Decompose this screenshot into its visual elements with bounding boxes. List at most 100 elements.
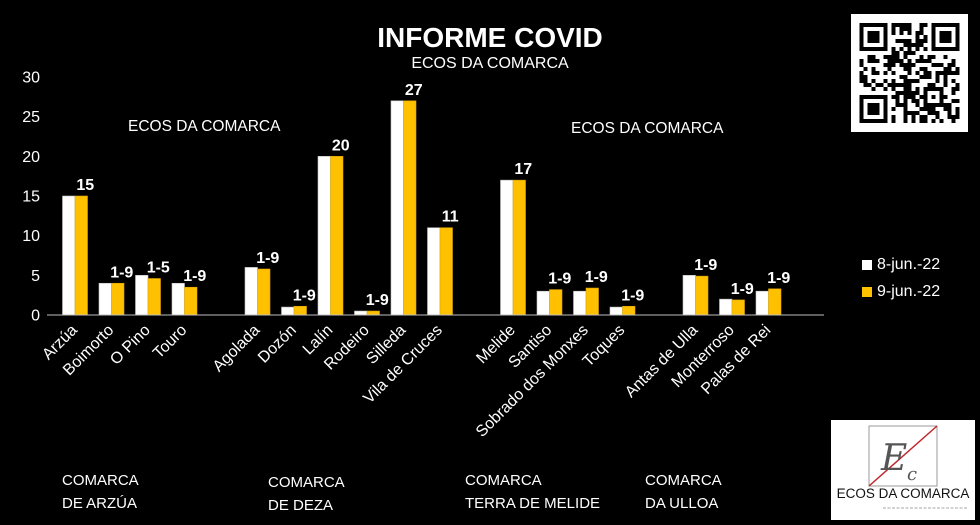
y-tick-label: 10 bbox=[22, 228, 40, 245]
category-label: O Pino bbox=[107, 322, 154, 369]
bars bbox=[62, 100, 782, 316]
group-label-line-1: COMARCA bbox=[268, 474, 345, 491]
bar-series-2 bbox=[293, 305, 307, 316]
data-label: 1-9 bbox=[767, 270, 790, 287]
data-label: 20 bbox=[332, 137, 350, 154]
bar-series-2 bbox=[257, 268, 271, 316]
data-labels: 15 1-9 1-5 1-9 1-9 1-9 20 1-9 27 11 17 1-9 1-9 1-9 1-9… bbox=[76, 82, 790, 309]
data-label: 11 bbox=[442, 209, 459, 226]
bar-series-2 bbox=[695, 275, 709, 316]
qr-code-icon bbox=[851, 14, 968, 132]
category-label: Agolada bbox=[210, 322, 264, 376]
group-label-terra-de-melide: COMARCA TERRA DE MELIDE bbox=[465, 469, 600, 515]
bar-series-1 bbox=[390, 100, 404, 316]
bar-series-2 bbox=[403, 100, 417, 316]
group-label-deza: COMARCA DE DEZA bbox=[268, 471, 345, 517]
data-label: 1-9 bbox=[548, 271, 571, 288]
bar-series-1 bbox=[609, 306, 623, 316]
bar-series-2 bbox=[622, 305, 636, 316]
category-label: Dozón bbox=[255, 322, 300, 367]
data-label: 1-9 bbox=[293, 287, 316, 304]
bar-series-1 bbox=[171, 282, 185, 316]
data-label: 1-9 bbox=[183, 268, 206, 285]
y-tick-label: 15 bbox=[22, 189, 40, 206]
bar-series-2 bbox=[585, 287, 599, 316]
data-label: 1-9 bbox=[621, 287, 644, 304]
bar-series-2 bbox=[366, 310, 380, 316]
bar-series-1 bbox=[755, 290, 769, 316]
bar-series-2 bbox=[768, 288, 782, 316]
data-label: 1-9 bbox=[366, 292, 389, 309]
bar-series-2 bbox=[330, 156, 344, 316]
y-tick-label: 5 bbox=[31, 268, 40, 285]
logo-frame bbox=[868, 425, 938, 487]
bar-series-2 bbox=[549, 289, 563, 316]
y-tick-label: 30 bbox=[22, 70, 40, 87]
chart-legend: 8-jun.-22 9-jun.-22 bbox=[862, 251, 940, 305]
bar-series-1 bbox=[317, 156, 331, 316]
legend-label-8-jun: 8-jun.-22 bbox=[877, 255, 941, 273]
group-label-line-2: TERRA DE MELIDE bbox=[465, 495, 601, 512]
logo-accent-line bbox=[868, 425, 938, 487]
data-label: 1-9 bbox=[731, 281, 754, 298]
data-label: 15 bbox=[76, 177, 94, 194]
annotation-text-left: ECOS DA COMARCA bbox=[128, 118, 281, 135]
bar-series-2 bbox=[111, 282, 125, 316]
data-label: 27 bbox=[405, 82, 423, 99]
group-label-ulloa: COMARCA DA ULLOA bbox=[645, 469, 722, 515]
group-label-line-1: COMARCA bbox=[62, 472, 139, 489]
logo-monogram-sub: c bbox=[907, 464, 917, 485]
data-label: 1-9 bbox=[256, 250, 279, 267]
annotation-text-right: ECOS DA COMARCA bbox=[571, 120, 724, 137]
legend-label-9-jun: 9-jun.-22 bbox=[877, 282, 941, 300]
bar-series-2 bbox=[147, 278, 161, 316]
bar-series-2 bbox=[439, 227, 453, 316]
bar-series-2 bbox=[512, 179, 526, 316]
bar-series-1 bbox=[500, 179, 514, 316]
category-label: Touro bbox=[150, 322, 190, 362]
group-label-arzua: COMARCA DE ARZÚA bbox=[62, 469, 139, 515]
y-tick-label: 0 bbox=[31, 308, 40, 325]
logo-monogram-main: E bbox=[880, 438, 907, 479]
category-label: Toques bbox=[580, 322, 629, 371]
legend-item-8-jun: 8-jun.-22 bbox=[862, 251, 940, 278]
legend-item-9-jun: 9-jun.-22 bbox=[862, 278, 940, 305]
logo-graphic: E c ECOS DA COMARCA bbox=[837, 425, 970, 509]
bar-series-1 bbox=[135, 275, 149, 316]
group-label-line-1: COMARCA bbox=[465, 472, 542, 489]
y-tick-label: 20 bbox=[22, 149, 40, 166]
group-label-line-1: COMARCA bbox=[645, 472, 722, 489]
bar-series-2 bbox=[184, 286, 198, 316]
chart-title: INFORME COVID bbox=[377, 22, 603, 53]
bar-series-2 bbox=[74, 195, 88, 316]
y-tick-label: 25 bbox=[22, 109, 40, 126]
bar-series-1 bbox=[719, 298, 733, 316]
bar-series-1 bbox=[244, 267, 258, 316]
bar-series-1 bbox=[682, 275, 696, 316]
data-label: 1-9 bbox=[694, 257, 717, 274]
legend-swatch-9-jun bbox=[862, 286, 872, 297]
qr-code-modules bbox=[859, 23, 960, 123]
data-label: 1-9 bbox=[585, 269, 608, 286]
legend-swatch-8-jun bbox=[862, 259, 872, 270]
y-axis-tick-labels: 0 5 10 15 20 25 30 bbox=[22, 70, 40, 325]
bar-series-1 bbox=[281, 306, 295, 316]
bar-series-1 bbox=[62, 195, 76, 316]
bar-series-1 bbox=[427, 227, 441, 316]
data-label: 1-5 bbox=[147, 260, 170, 277]
bar-series-1 bbox=[573, 290, 587, 316]
logo-text: ECOS DA COMARCA bbox=[837, 486, 970, 501]
bar-series-1 bbox=[98, 282, 112, 316]
data-label: 17 bbox=[514, 161, 532, 178]
bar-series-1 bbox=[354, 310, 368, 316]
group-label-line-2: DA ULLOA bbox=[645, 495, 719, 512]
chart-subtitle: ECOS DA COMARCA bbox=[411, 55, 569, 72]
bar-series-1 bbox=[536, 290, 550, 316]
bar-series-2 bbox=[731, 299, 745, 316]
qr-code-graphic bbox=[859, 23, 960, 123]
group-label-line-2: DE DEZA bbox=[268, 497, 334, 514]
group-label-line-2: DE ARZÚA bbox=[62, 495, 138, 512]
